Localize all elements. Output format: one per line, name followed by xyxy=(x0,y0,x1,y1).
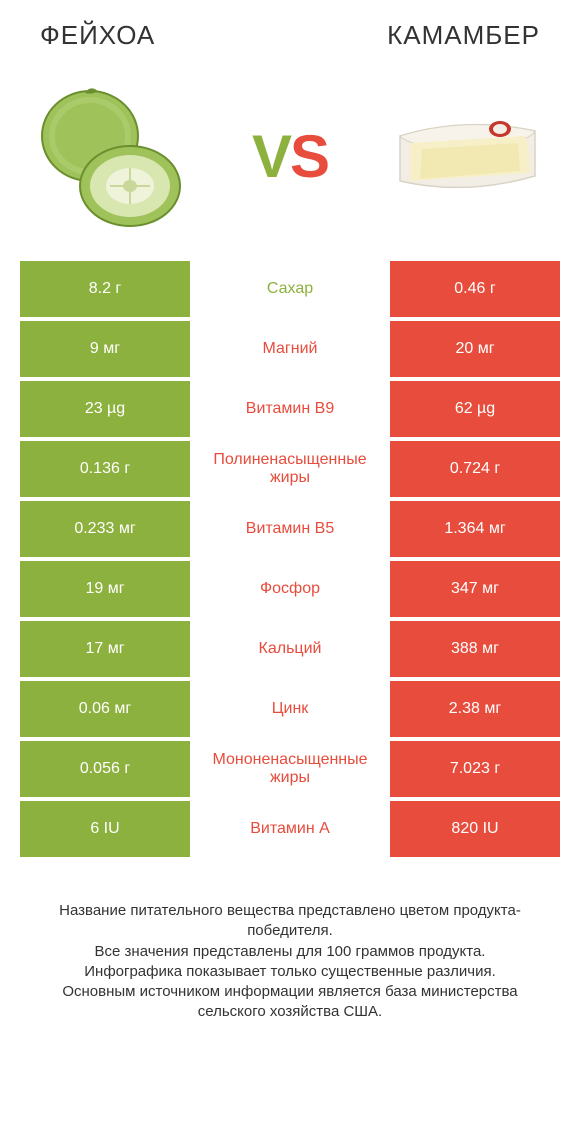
right-value: 2.38 мг xyxy=(390,681,560,737)
table-row: 23 µgВитамин B962 µg xyxy=(20,381,560,437)
right-value: 1.364 мг xyxy=(390,501,560,557)
nutrient-name: Витамин A xyxy=(190,801,390,857)
footer-line-1: Название питательного вещества представл… xyxy=(30,901,550,942)
left-value: 0.06 мг xyxy=(20,681,190,737)
right-value: 7.023 г xyxy=(390,741,560,797)
table-row: 8.2 гСахар0.46 г xyxy=(20,261,560,317)
nutrient-name: Мононенасыщенные жиры xyxy=(190,741,390,797)
table-row: 0.136 гПолиненасыщенные жиры0.724 г xyxy=(20,441,560,497)
nutrient-name: Витамин B9 xyxy=(190,381,390,437)
left-value: 23 µg xyxy=(20,381,190,437)
left-product-title: ФЕЙХОА xyxy=(40,20,155,51)
footer-line-2: Все значения представлены для 100 граммо… xyxy=(30,942,550,962)
left-value: 17 мг xyxy=(20,621,190,677)
nutrient-name: Цинк xyxy=(190,681,390,737)
table-row: 6 IUВитамин A820 IU xyxy=(20,801,560,857)
table-row: 9 мгМагний20 мг xyxy=(20,321,560,377)
nutrient-name: Сахар xyxy=(190,261,390,317)
left-value: 19 мг xyxy=(20,561,190,617)
left-value: 9 мг xyxy=(20,321,190,377)
camembert-image xyxy=(380,81,550,231)
left-value: 0.233 мг xyxy=(20,501,190,557)
comparison-table: 8.2 гСахар0.46 г9 мгМагний20 мг23 µgВита… xyxy=(20,261,560,857)
table-row: 19 мгФосфор347 мг xyxy=(20,561,560,617)
right-value: 388 мг xyxy=(390,621,560,677)
right-value: 62 µg xyxy=(390,381,560,437)
left-value: 0.136 г xyxy=(20,441,190,497)
left-value: 0.056 г xyxy=(20,741,190,797)
feijoa-image xyxy=(30,81,200,231)
nutrient-name: Витамин B5 xyxy=(190,501,390,557)
table-row: 0.056 гМононенасыщенные жиры7.023 г xyxy=(20,741,560,797)
nutrient-name: Кальций xyxy=(190,621,390,677)
nutrient-name: Фосфор xyxy=(190,561,390,617)
nutrient-name: Магний xyxy=(190,321,390,377)
right-value: 347 мг xyxy=(390,561,560,617)
footer-line-3: Инфографика показывает только существенн… xyxy=(30,962,550,982)
right-product-title: КАМАМБЕР xyxy=(387,20,540,51)
left-value: 6 IU xyxy=(20,801,190,857)
table-row: 17 мгКальций388 мг xyxy=(20,621,560,677)
vs-v: V xyxy=(252,123,290,190)
right-value: 0.724 г xyxy=(390,441,560,497)
footer-line-4: Основным источником информации является … xyxy=(30,982,550,1023)
infographic: ФЕЙХОА КАМАМБЕР VS xyxy=(0,0,580,1023)
vs-s: S xyxy=(290,123,328,190)
left-value: 8.2 г xyxy=(20,261,190,317)
nutrient-name: Полиненасыщенные жиры xyxy=(190,441,390,497)
images-row: VS xyxy=(20,61,560,261)
footer-note: Название питательного вещества представл… xyxy=(20,861,560,1023)
table-row: 0.233 мгВитамин B51.364 мг xyxy=(20,501,560,557)
table-row: 0.06 мгЦинк2.38 мг xyxy=(20,681,560,737)
vs-label: VS xyxy=(252,122,328,191)
right-value: 0.46 г xyxy=(390,261,560,317)
header: ФЕЙХОА КАМАМБЕР xyxy=(20,20,560,61)
right-value: 20 мг xyxy=(390,321,560,377)
right-value: 820 IU xyxy=(390,801,560,857)
